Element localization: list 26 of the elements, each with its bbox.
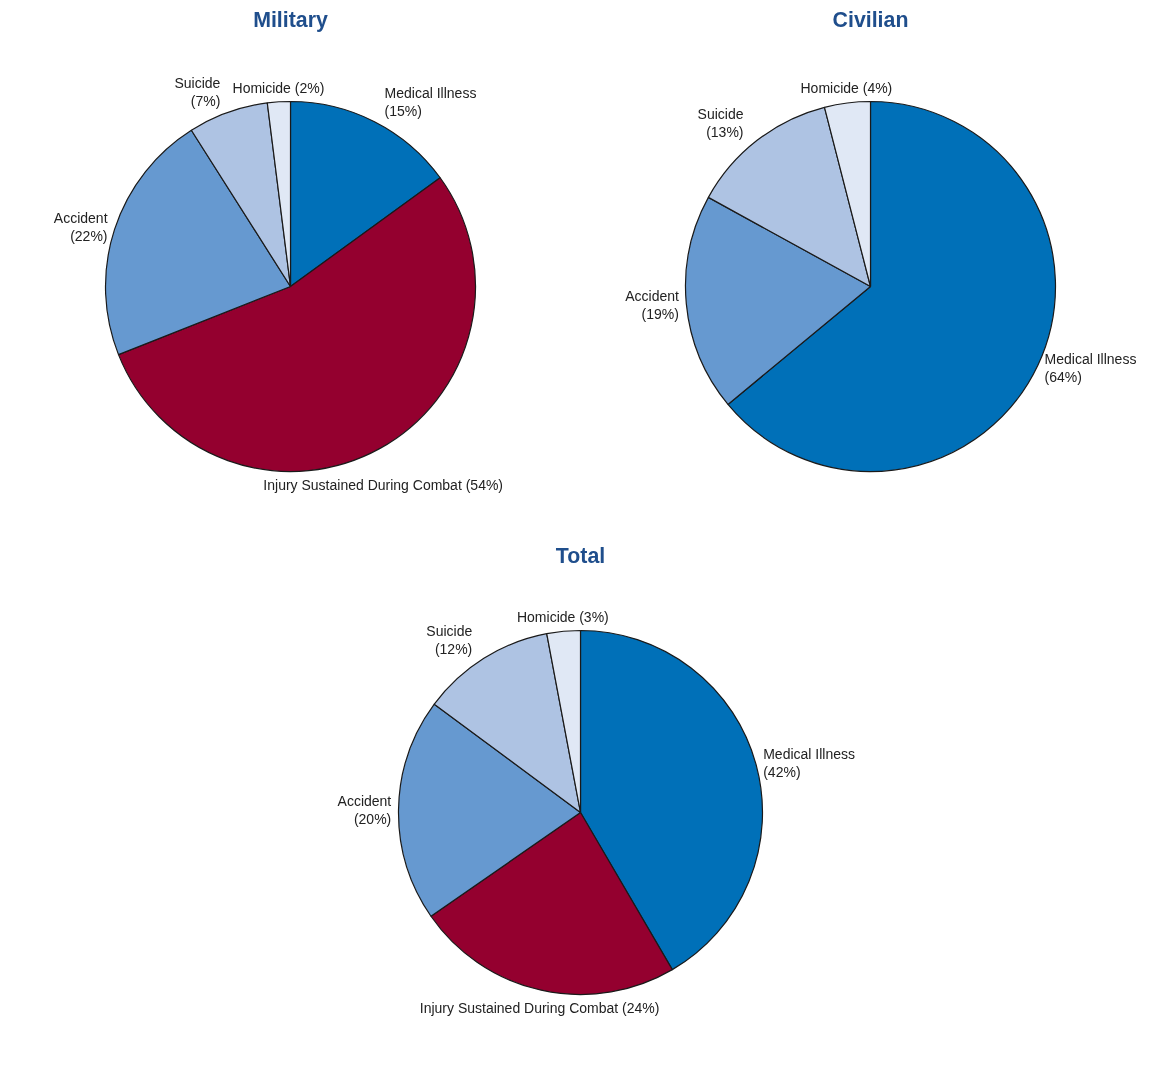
slice-label: Suicide xyxy=(697,105,744,122)
data-label: (20%) xyxy=(353,810,392,827)
slice-label: Suicide xyxy=(174,74,221,91)
data-label: (15%) xyxy=(384,102,422,119)
slice-label: Medical Illness xyxy=(384,84,477,101)
data-label: (22%) xyxy=(70,228,108,245)
slice-label: Homicide (3%) xyxy=(516,609,609,626)
data-label: (12%) xyxy=(434,640,473,657)
slice-label: Medical Illness xyxy=(763,746,856,763)
chart-title: Civilian xyxy=(832,7,909,32)
data-label: (19%) xyxy=(641,305,679,322)
data-label: (7%) xyxy=(190,92,221,109)
slice-label: Homicide (2%) xyxy=(232,79,325,96)
chart-title: Total xyxy=(555,543,606,568)
slice-label: Suicide xyxy=(426,622,473,639)
slice-label: Accident xyxy=(337,792,392,809)
slice-label: Homicide (4%) xyxy=(800,79,893,96)
slice-label: Accident xyxy=(625,287,680,304)
data-label: (64%) xyxy=(1044,369,1082,386)
slice-label: Accident xyxy=(53,210,108,227)
data-label: (42%) xyxy=(763,764,801,781)
chart-title: Military xyxy=(253,7,328,32)
data-label: (13%) xyxy=(706,123,744,140)
slice-label: Injury Sustained During Combat (54%) xyxy=(263,477,504,494)
slice-label: Medical Illness xyxy=(1044,351,1137,368)
slice-label: Injury Sustained During Combat (24%) xyxy=(419,999,660,1016)
